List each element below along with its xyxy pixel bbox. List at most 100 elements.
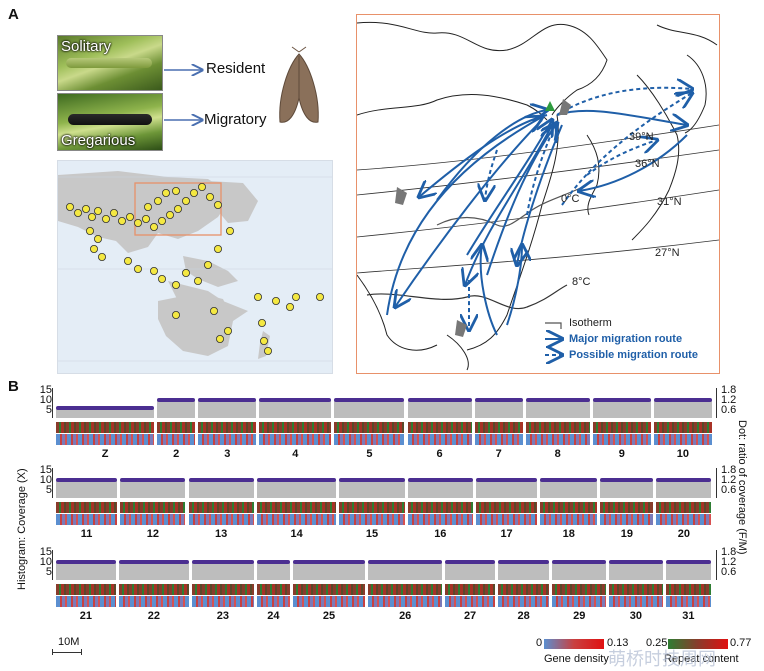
left-tick: 5 bbox=[45, 404, 52, 416]
repeat-content-track bbox=[407, 502, 473, 513]
gene-density-track bbox=[407, 514, 473, 525]
gene-density-track bbox=[292, 596, 366, 607]
gene-density-track bbox=[445, 596, 495, 607]
fm-ratio-dots bbox=[120, 478, 186, 482]
coverage-histogram bbox=[653, 400, 712, 418]
repeat-content-track bbox=[609, 584, 663, 595]
gene-density-track bbox=[368, 596, 443, 607]
coverage-histogram bbox=[540, 480, 598, 498]
chromosome-label: 23 bbox=[216, 610, 230, 622]
chromosome-label: 30 bbox=[629, 610, 642, 622]
chromosome-label: 24 bbox=[267, 610, 280, 622]
chromosome-label: 13 bbox=[215, 528, 228, 540]
sample-site-dot bbox=[134, 219, 143, 228]
fm-ratio-dots bbox=[292, 560, 366, 564]
left-tick: 10 bbox=[39, 394, 52, 406]
sample-site-dot bbox=[182, 197, 191, 206]
repeat-content-track bbox=[157, 422, 196, 433]
coverage-histogram bbox=[656, 480, 712, 498]
chromosome-label: 20 bbox=[677, 528, 691, 540]
repeat-content-track bbox=[292, 584, 366, 595]
sample-site-dot bbox=[126, 213, 135, 222]
coverage-histogram bbox=[118, 562, 189, 580]
scale-bar-label: 10M bbox=[58, 636, 80, 648]
gene-density-track bbox=[592, 434, 651, 445]
chromosome-label: 26 bbox=[399, 610, 412, 622]
sample-site-dot bbox=[213, 245, 222, 254]
coverage-histogram bbox=[497, 562, 550, 580]
coverage-histogram bbox=[191, 562, 254, 580]
fm-ratio-dots bbox=[609, 560, 663, 564]
left-tick: 10 bbox=[39, 474, 52, 486]
sample-site-dot bbox=[162, 188, 171, 197]
lat-39-label: 39°N bbox=[629, 131, 654, 143]
left-axis-line bbox=[52, 550, 53, 580]
sample-site-dot bbox=[81, 205, 90, 214]
sample-site-dot bbox=[110, 209, 119, 218]
chromosome-label: 3 bbox=[224, 448, 231, 460]
fm-ratio-dots bbox=[56, 478, 118, 482]
sample-site-dot bbox=[142, 215, 151, 224]
migration-map: 39°N 36°N 31°N 27°N 0°C 8°C Isotherm Maj… bbox=[356, 14, 720, 374]
gene-density-track bbox=[475, 514, 538, 525]
chromosome-label: 12 bbox=[146, 528, 159, 540]
gene-density-colorbar bbox=[544, 639, 604, 649]
chromosome-label: 21 bbox=[79, 610, 93, 622]
region-box bbox=[134, 182, 222, 236]
chromosome-label: 25 bbox=[322, 610, 336, 622]
left-axis-line bbox=[52, 388, 53, 418]
gene-density-track bbox=[653, 434, 712, 445]
scale-bar bbox=[52, 652, 82, 653]
fm-ratio-dots bbox=[592, 398, 651, 402]
gene-density-max: 0.13 bbox=[607, 637, 629, 649]
repeat-content-track bbox=[188, 502, 254, 513]
fm-ratio-dots bbox=[256, 560, 290, 564]
fm-ratio-dots bbox=[407, 478, 473, 482]
fm-ratio-dots bbox=[407, 398, 472, 402]
repeat-content-track bbox=[600, 502, 654, 513]
repeat-content-track bbox=[339, 502, 405, 513]
resident-text: Resident bbox=[206, 60, 266, 77]
repeat-content-track bbox=[56, 584, 116, 595]
isotherm-0-label: 0°C bbox=[561, 193, 580, 205]
lat-31-label: 31°N bbox=[657, 196, 682, 208]
fm-ratio-dots bbox=[368, 560, 443, 564]
larva-shape bbox=[68, 114, 152, 125]
repeat-content-track bbox=[368, 584, 443, 595]
coverage-histogram bbox=[407, 480, 473, 498]
chromosome-label: 7 bbox=[495, 448, 502, 460]
left-tick: 10 bbox=[39, 556, 52, 568]
fm-ratio-dots bbox=[665, 560, 712, 564]
sample-site-dot bbox=[94, 207, 103, 216]
isotherm-8-label: 8°C bbox=[572, 276, 591, 288]
chromosome-label: 28 bbox=[517, 610, 530, 622]
sample-site-dot bbox=[285, 302, 294, 311]
sample-site-dot bbox=[158, 275, 167, 284]
coverage-histogram bbox=[256, 562, 290, 580]
repeat-content-track bbox=[259, 422, 332, 433]
chromosome-label: 6 bbox=[436, 448, 443, 460]
sample-site-dot bbox=[90, 245, 99, 254]
sample-site-dot bbox=[85, 227, 94, 236]
repeat-content-track bbox=[552, 584, 607, 595]
gregarious-larva-photo: Gregarious bbox=[57, 93, 163, 151]
right-axis-line bbox=[716, 388, 717, 418]
coverage-histogram bbox=[259, 400, 332, 418]
coverage-histogram bbox=[292, 562, 366, 580]
sample-site-dot bbox=[172, 310, 181, 319]
repeat-content-min: 0.25 bbox=[646, 637, 668, 649]
chromosome-label: 15 bbox=[365, 528, 379, 540]
gregarious-label: Gregarious bbox=[61, 132, 136, 149]
distribution-map bbox=[57, 160, 333, 374]
sample-site-dot bbox=[73, 209, 82, 218]
sample-site-dot bbox=[291, 292, 300, 301]
repeat-content-track bbox=[334, 422, 405, 433]
sample-site-dot bbox=[87, 213, 96, 222]
repeat-content-track bbox=[497, 584, 550, 595]
repeat-content-max: 0.77 bbox=[730, 637, 752, 649]
fm-ratio-dots bbox=[540, 478, 598, 482]
fm-ratio-dots bbox=[474, 398, 523, 402]
coverage-histogram bbox=[198, 400, 257, 418]
left-axis-title: Histogram: Coverage (X) bbox=[16, 468, 28, 590]
gene-density-track bbox=[256, 514, 337, 525]
